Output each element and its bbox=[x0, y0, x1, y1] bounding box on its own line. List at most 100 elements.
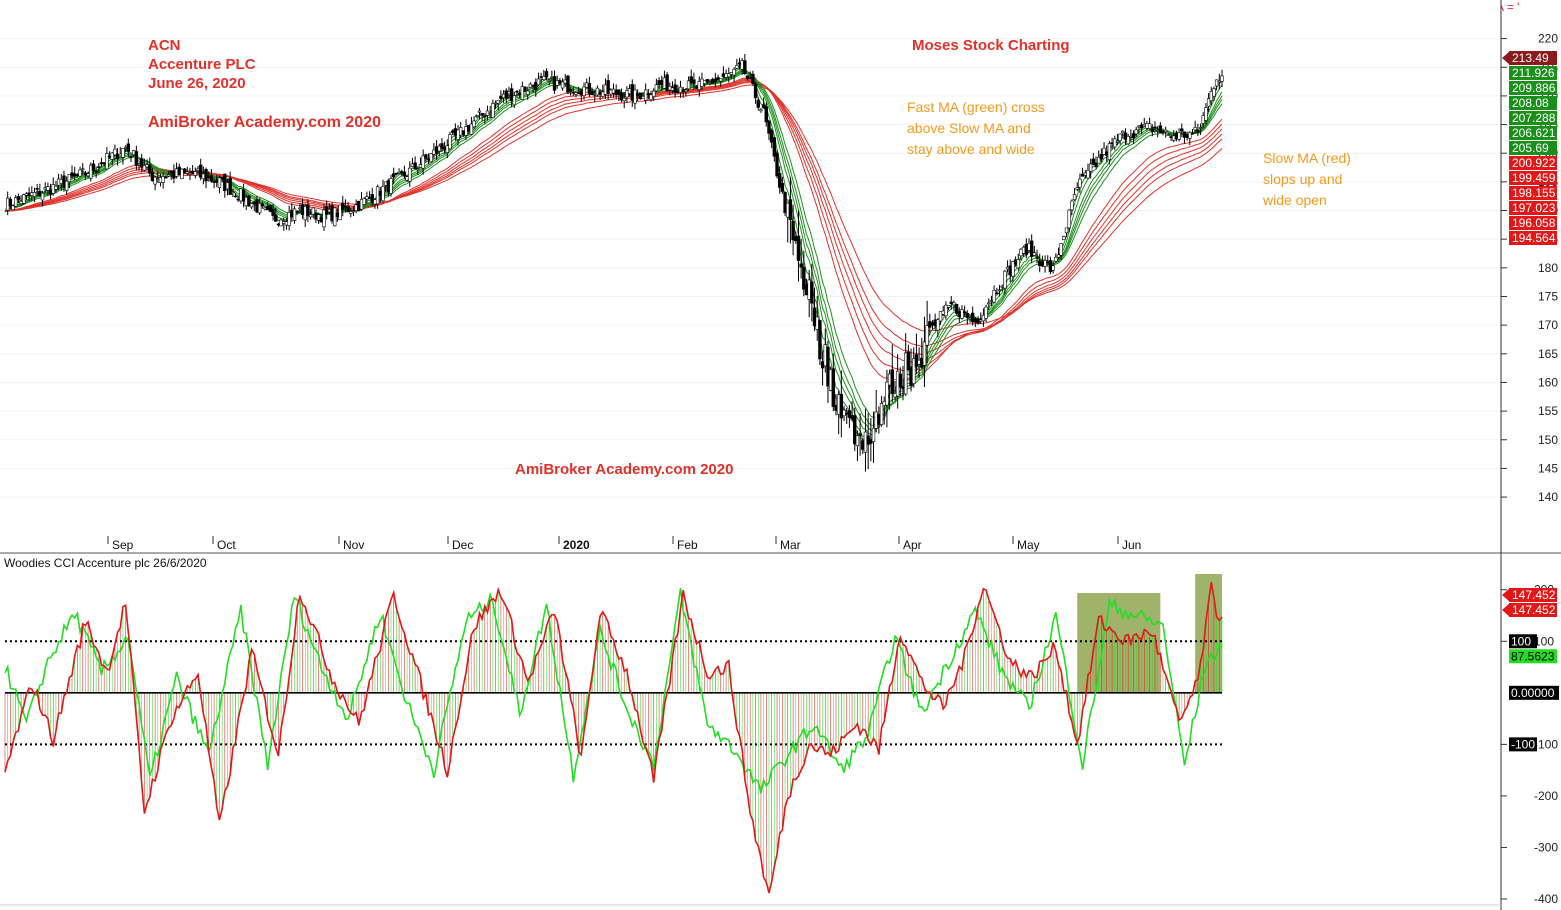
candle-body bbox=[654, 84, 659, 92]
candle-body bbox=[1027, 242, 1031, 251]
cci-lines bbox=[4, 581, 1223, 894]
candle-body bbox=[367, 197, 372, 199]
candle-body bbox=[322, 209, 326, 228]
candle-body bbox=[185, 171, 189, 174]
candle-body bbox=[668, 85, 672, 91]
candle-body bbox=[732, 68, 736, 76]
candle-body bbox=[386, 180, 391, 193]
candle-body bbox=[1169, 136, 1173, 138]
candle-body bbox=[796, 235, 801, 261]
candle-body bbox=[196, 168, 200, 171]
candle-body bbox=[81, 168, 85, 171]
candle-body bbox=[1145, 123, 1149, 129]
gmma-fast-tag-bg bbox=[1509, 141, 1557, 155]
candle-body bbox=[351, 210, 356, 213]
candle-body bbox=[97, 166, 101, 168]
candle-body bbox=[177, 166, 181, 176]
candle-body bbox=[247, 195, 251, 207]
cci-tag-minus100-bg bbox=[1509, 737, 1537, 752]
candle-body bbox=[32, 192, 37, 197]
candle-body bbox=[46, 186, 50, 191]
candle-body bbox=[954, 304, 959, 314]
candle-body bbox=[362, 198, 366, 205]
candle-body bbox=[459, 127, 463, 136]
candle-body bbox=[1105, 151, 1109, 156]
candle-body bbox=[756, 99, 760, 108]
candle-body bbox=[879, 403, 884, 425]
candle-body bbox=[48, 189, 53, 195]
gmma-slow-tag-bg bbox=[1509, 216, 1557, 230]
candle-body bbox=[150, 172, 155, 182]
candle-body bbox=[107, 155, 112, 158]
gmma-fast-tag-bg bbox=[1509, 96, 1557, 110]
annotation-block: ACN Accenture PLC June 26, 2020 AmiBroke… bbox=[148, 37, 1351, 478]
candle-body bbox=[662, 77, 667, 89]
candle-body bbox=[601, 91, 605, 97]
candle-body bbox=[871, 427, 876, 442]
candle-body bbox=[373, 199, 377, 205]
candle-body bbox=[153, 176, 157, 185]
candle-body bbox=[252, 201, 256, 205]
candle-body bbox=[1131, 133, 1136, 139]
candle-body bbox=[783, 192, 787, 214]
price-axis-label: 140 bbox=[1538, 490, 1558, 504]
candle-body bbox=[1174, 132, 1179, 140]
candle-body bbox=[158, 177, 163, 183]
candle-body bbox=[917, 359, 921, 365]
candle-body bbox=[300, 204, 305, 216]
candle-body bbox=[933, 319, 937, 327]
candle-body bbox=[517, 92, 522, 96]
candle-body bbox=[241, 189, 246, 202]
candle-body bbox=[91, 163, 96, 171]
candle-body bbox=[182, 168, 187, 173]
candle-body bbox=[995, 292, 999, 295]
candle-body bbox=[413, 162, 417, 169]
candle-body bbox=[901, 386, 905, 390]
candle-body bbox=[59, 179, 63, 184]
candle-body bbox=[14, 197, 18, 207]
candle-body bbox=[180, 168, 184, 180]
candle-body bbox=[1016, 259, 1020, 269]
candle-body bbox=[51, 184, 55, 194]
candle-body bbox=[839, 394, 844, 419]
candle-body bbox=[306, 204, 310, 217]
candle-body bbox=[1161, 131, 1165, 133]
candle-body bbox=[75, 174, 80, 176]
candle-body bbox=[164, 176, 168, 179]
candle-body bbox=[777, 172, 782, 188]
candle-body bbox=[627, 88, 632, 94]
candle-body bbox=[847, 410, 852, 418]
gmma-fast-tag-bg bbox=[1509, 66, 1557, 80]
candle-body bbox=[630, 84, 634, 101]
candle-body bbox=[56, 178, 61, 186]
candle-body bbox=[735, 65, 739, 69]
candle-body bbox=[62, 175, 66, 188]
month-label: Feb bbox=[677, 538, 698, 552]
candle-body bbox=[370, 194, 374, 203]
candle-body bbox=[810, 281, 814, 304]
candle-body bbox=[745, 75, 750, 80]
candle-body bbox=[550, 76, 554, 79]
candle-body bbox=[118, 153, 122, 157]
gmma-slow-tag-bg bbox=[1509, 171, 1557, 185]
candle-body bbox=[207, 176, 211, 178]
candle-body bbox=[646, 93, 651, 96]
candle-body bbox=[920, 357, 924, 368]
candle-body bbox=[400, 171, 404, 174]
gmma-slow-tag: 200.922 bbox=[1512, 156, 1556, 170]
annotation-fast-ma-1: Fast MA (green) cross bbox=[907, 99, 1045, 115]
candle-body bbox=[979, 319, 983, 322]
candle-body bbox=[1185, 134, 1189, 138]
candle-body bbox=[1206, 98, 1211, 107]
candle-body bbox=[523, 86, 527, 92]
gmma-fast-tag-bg bbox=[1509, 81, 1557, 95]
candle-body bbox=[110, 152, 114, 160]
candle-body bbox=[903, 352, 908, 395]
price-axis-label: 175 bbox=[1538, 289, 1558, 303]
cci-last-tag-2-bg bbox=[1509, 603, 1557, 617]
candle-body bbox=[526, 90, 530, 95]
annotation-fast-ma-3: stay above and wide bbox=[907, 141, 1035, 157]
candle-body bbox=[19, 201, 23, 205]
annotation-brand: Moses Stock Charting bbox=[912, 37, 1070, 54]
candle-body bbox=[485, 110, 490, 116]
